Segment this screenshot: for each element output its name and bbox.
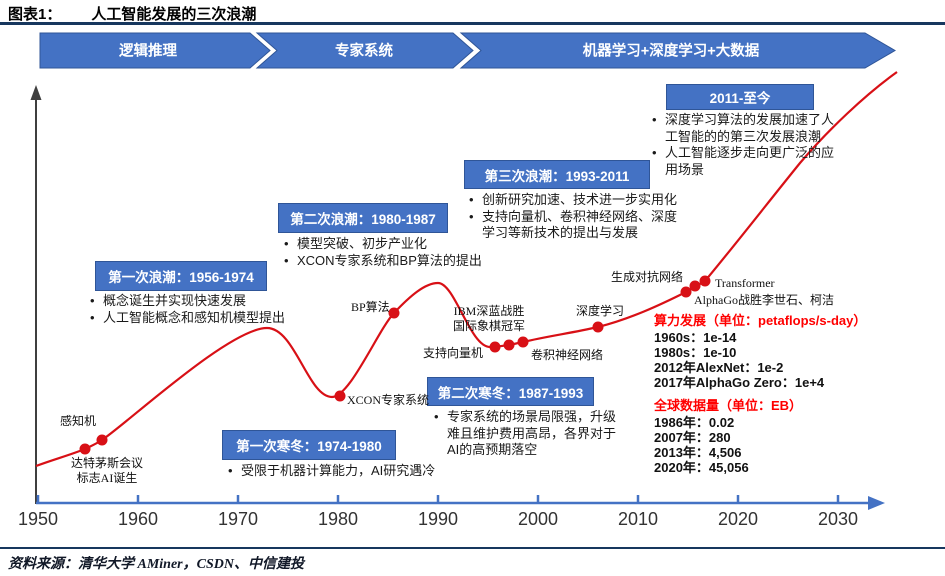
data-volume-stat-line: 1986年：0.02 (654, 415, 735, 430)
alphago-label: AlphaGo战胜李世石、柯洁 (694, 293, 834, 307)
ibm-deep-blue-dot (503, 339, 515, 351)
ai-wave-curve (35, 71, 898, 468)
y-axis (30, 85, 42, 504)
winter1-title: 第一次寒冬：1974-1980 (236, 439, 382, 454)
perceptron-dot (79, 443, 91, 455)
data-volume-stats-title: 全球数据量（单位：EB） (654, 398, 803, 413)
wave2-title-box: 第二次浪潮：1980-1987 (278, 203, 448, 233)
wave1-bullets: 概念诞生并实现快速发展 人工智能概念和感知机模型提出 (86, 293, 316, 326)
wave4-title-box: 2011-至今 (666, 84, 814, 110)
winter1-title-box: 第一次寒冬：1974-1980 (222, 430, 396, 460)
banner-label-expert: 专家系统 (335, 42, 393, 60)
wave1-title-box: 第一次浪潮：1956-1974 (95, 261, 267, 291)
wave4-bullets: 深度学习算法的发展加速了人工智能的的第三次发展浪潮 人工智能逐步走向更广泛的应用… (648, 112, 840, 178)
cnn-label: 卷积神经网络 (531, 348, 604, 362)
x-tick-label: 1990 (417, 509, 459, 529)
gan-label: 生成对抗网络 (611, 270, 684, 284)
era-banner: 逻辑推理 专家系统 机器学习+深度学习+大数据 (39, 32, 896, 69)
bottom-divider (0, 547, 945, 549)
transformer-label: Transformer (715, 276, 775, 290)
x-axis-arrowhead (868, 496, 885, 510)
data-volume-stats-block: 全球数据量（单位：EB） 1986年：0.02 2007年：280 2013年：… (654, 398, 802, 475)
gan-dot (689, 280, 701, 292)
compute-stat-line: 2017年AlphaGo Zero：1e+4 (654, 375, 825, 390)
wave2-title: 第二次浪潮：1980-1987 (290, 212, 436, 227)
data-volume-stat-line: 2007年：280 (654, 430, 731, 445)
winter2-bullets: 专家系统的场景局限强，升级难且维护费用高昂，各界对于AI的高预期落空 (430, 409, 622, 459)
wave4-bullet: 人工智能逐步走向更广泛的应用场景 (648, 145, 840, 178)
wave4-bullet: 深度学习算法的发展加速了人工智能的的第三次发展浪潮 (648, 112, 840, 145)
wave2-bullet: XCON专家系统和BP算法的提出 (280, 253, 520, 270)
banner-segment-logic (39, 32, 271, 69)
wave3-bullet: 支持向量机、卷积神经网络、深度学习等新技术的提出与发展 (465, 209, 681, 242)
svm-label: 支持向量机 (423, 346, 484, 360)
ibm-label-line1: IBM深蓝战胜 (453, 304, 525, 318)
winter2-title-box: 第二次寒冬：1987-1993 (427, 377, 594, 406)
figure-number: 图表1： (8, 6, 62, 23)
wave4-title: 2011-至今 (709, 91, 771, 106)
ibm-deep-blue-label: IBM深蓝战胜 国际象棋冠军 (444, 304, 534, 333)
milestone-dots (79, 275, 711, 455)
wave2-bullet: 模型突破、初步产业化 (280, 236, 520, 253)
x-tick-label: 2030 (817, 509, 859, 529)
xcon-label: XCON专家系统 (347, 393, 430, 407)
wave3-title: 第三次浪潮：1993-2011 (484, 168, 630, 184)
transformer-dot (699, 275, 711, 287)
x-axis-ticks (36, 495, 840, 502)
top-divider (0, 22, 945, 25)
dartmouth-label-line2: 标志AI诞生 (76, 470, 138, 485)
ibm-label-line2: 国际象棋冠军 (452, 318, 525, 333)
x-tick-label: 1980 (317, 509, 359, 529)
xcon-dot (334, 390, 346, 402)
winter2-bullet: 专家系统的场景局限强，升级难且维护费用高昂，各界对于AI的高预期落空 (430, 409, 622, 459)
x-tick-label: 2020 (717, 509, 759, 529)
compute-stat-line: 1960s：1e-14 (654, 330, 737, 345)
compute-stat-line: 1980s：1e-10 (654, 345, 737, 360)
banner-label-ml: 机器学习+深度学习+大数据 (583, 42, 760, 60)
banner-segment-ml (459, 32, 896, 69)
svm-dot (489, 341, 501, 353)
wave1-bullet: 人工智能概念和感知机模型提出 (86, 310, 316, 327)
deep-learning-dot (592, 321, 604, 333)
banner-label-logic: 逻辑推理 (119, 42, 177, 60)
x-tick-label: 1960 (117, 509, 159, 529)
dartmouth-label-line1: 达特茅斯会议 (70, 456, 143, 470)
cnn-dot (517, 336, 529, 348)
source-note: 资料来源：清华大学 AMiner，CSDN、中信建投 (8, 557, 304, 572)
x-tick-label: 1950 (17, 509, 59, 529)
wave3-bullet: 创新研究加速、技术进一步实用化 (465, 192, 681, 209)
wave2-bullets: 模型突破、初步产业化 XCON专家系统和BP算法的提出 (280, 236, 520, 269)
bp-label: BP算法 (351, 300, 390, 314)
page-title: 人工智能发展的三次浪潮 (91, 6, 257, 23)
x-axis (36, 495, 885, 510)
deep-learning-label: 深度学习 (576, 304, 625, 318)
wave3-bullets: 创新研究加速、技术进一步实用化 支持向量机、卷积神经网络、深度学习等新技术的提出… (465, 192, 681, 242)
data-volume-stat-line: 2020年：45,056 (654, 460, 749, 475)
wave3-title-box: 第三次浪潮：1993-2011 (464, 160, 650, 189)
x-tick-label: 1970 (217, 509, 259, 529)
dartmouth-dot (96, 434, 108, 446)
y-axis-arrowhead (30, 85, 42, 100)
bp-dot (388, 307, 400, 319)
perceptron-label: 感知机 (60, 414, 97, 428)
compute-stats-block: 算力发展（单位：petaflops/s-day） 1960s：1e-14 198… (654, 313, 866, 390)
x-tick-label: 2010 (617, 509, 659, 529)
winter2-title: 第二次寒冬：1987-1993 (437, 385, 584, 401)
compute-stats-title: 算力发展（单位：petaflops/s-day） (654, 313, 867, 328)
x-tick-label: 2000 (517, 509, 559, 529)
data-volume-stat-line: 2013年：4,506 (654, 445, 742, 460)
wave1-title: 第一次浪潮：1956-1974 (108, 270, 254, 285)
banner-segment-expert (255, 32, 474, 69)
winter1-bullet: 受限于机器计算能力，AI研究遇冷 (224, 463, 474, 480)
compute-stat-line: 2012年AlexNet：1e-2 (654, 360, 784, 375)
alphago-dot (680, 286, 692, 298)
winter1-bullets: 受限于机器计算能力，AI研究遇冷 (224, 463, 474, 480)
dartmouth-label: 达特茅斯会议 标志AI诞生 (52, 456, 162, 485)
figure-title: 图表1： 人工智能发展的三次浪潮 (8, 3, 256, 24)
wave1-bullet: 概念诞生并实现快速发展 (86, 293, 316, 310)
